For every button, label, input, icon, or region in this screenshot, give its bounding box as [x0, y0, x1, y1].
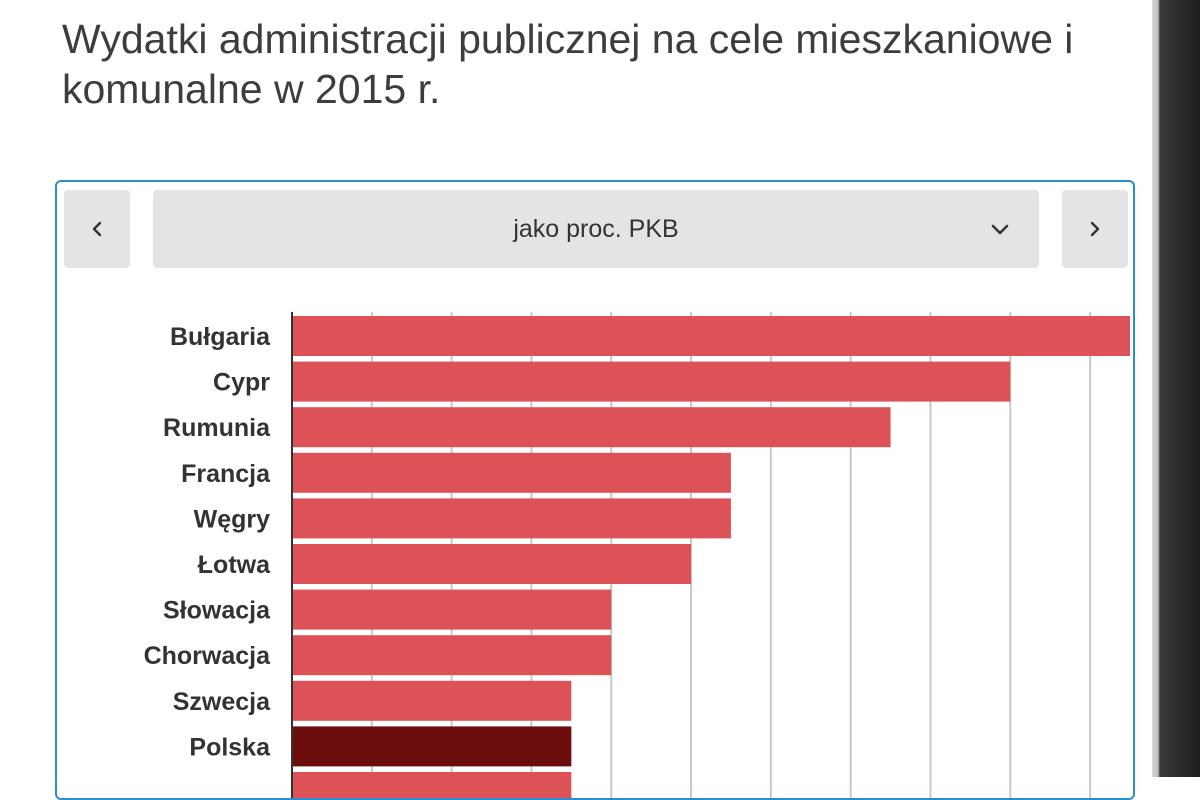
bar-7[interactable] [292, 635, 612, 676]
chevron-left-icon [92, 221, 102, 237]
bar-0[interactable] [292, 316, 1130, 356]
bar-2[interactable] [292, 407, 891, 448]
category-label: Cypr [213, 369, 270, 397]
next-indicator-button[interactable] [1062, 190, 1128, 268]
bar-9[interactable] [292, 726, 572, 767]
bar-chart: Bułgaria Cypr Rumunia Francja Węgry Łotwa Słow… [144, 312, 1130, 798]
category-label: Francja [181, 460, 271, 488]
chevron-down-icon [991, 224, 1009, 235]
window-edge-shadow [1152, 0, 1200, 777]
category-label: Bułgaria [170, 323, 271, 351]
bar-6[interactable] [292, 589, 612, 630]
indicator-dropdown[interactable]: jako proc. PKB [153, 190, 1039, 268]
category-label: Słowacja [163, 597, 271, 625]
category-label: Szwecja [173, 688, 271, 716]
category-label: Rumunia [163, 414, 271, 442]
bar-clipped[interactable] [292, 772, 572, 798]
prev-indicator-button[interactable] [64, 190, 130, 268]
chart-card: jako proc. PKB Bułgaria Cypr Rumunia Francj… [55, 180, 1135, 800]
bar-4[interactable] [292, 498, 731, 539]
bar-3[interactable] [292, 452, 731, 493]
category-label: Chorwacja [144, 642, 272, 670]
bar-8[interactable] [292, 680, 572, 721]
page-title: Wydatki administracji publicznej na cele… [62, 16, 1074, 112]
category-label: Polska [189, 733, 271, 761]
category-label: Węgry [194, 505, 271, 533]
indicator-dropdown-label: jako proc. PKB [513, 215, 679, 243]
category-label: Łotwa [198, 551, 271, 579]
chevron-right-icon [1090, 221, 1100, 237]
bar-1[interactable] [292, 361, 1011, 402]
bar-5[interactable] [292, 544, 692, 584]
